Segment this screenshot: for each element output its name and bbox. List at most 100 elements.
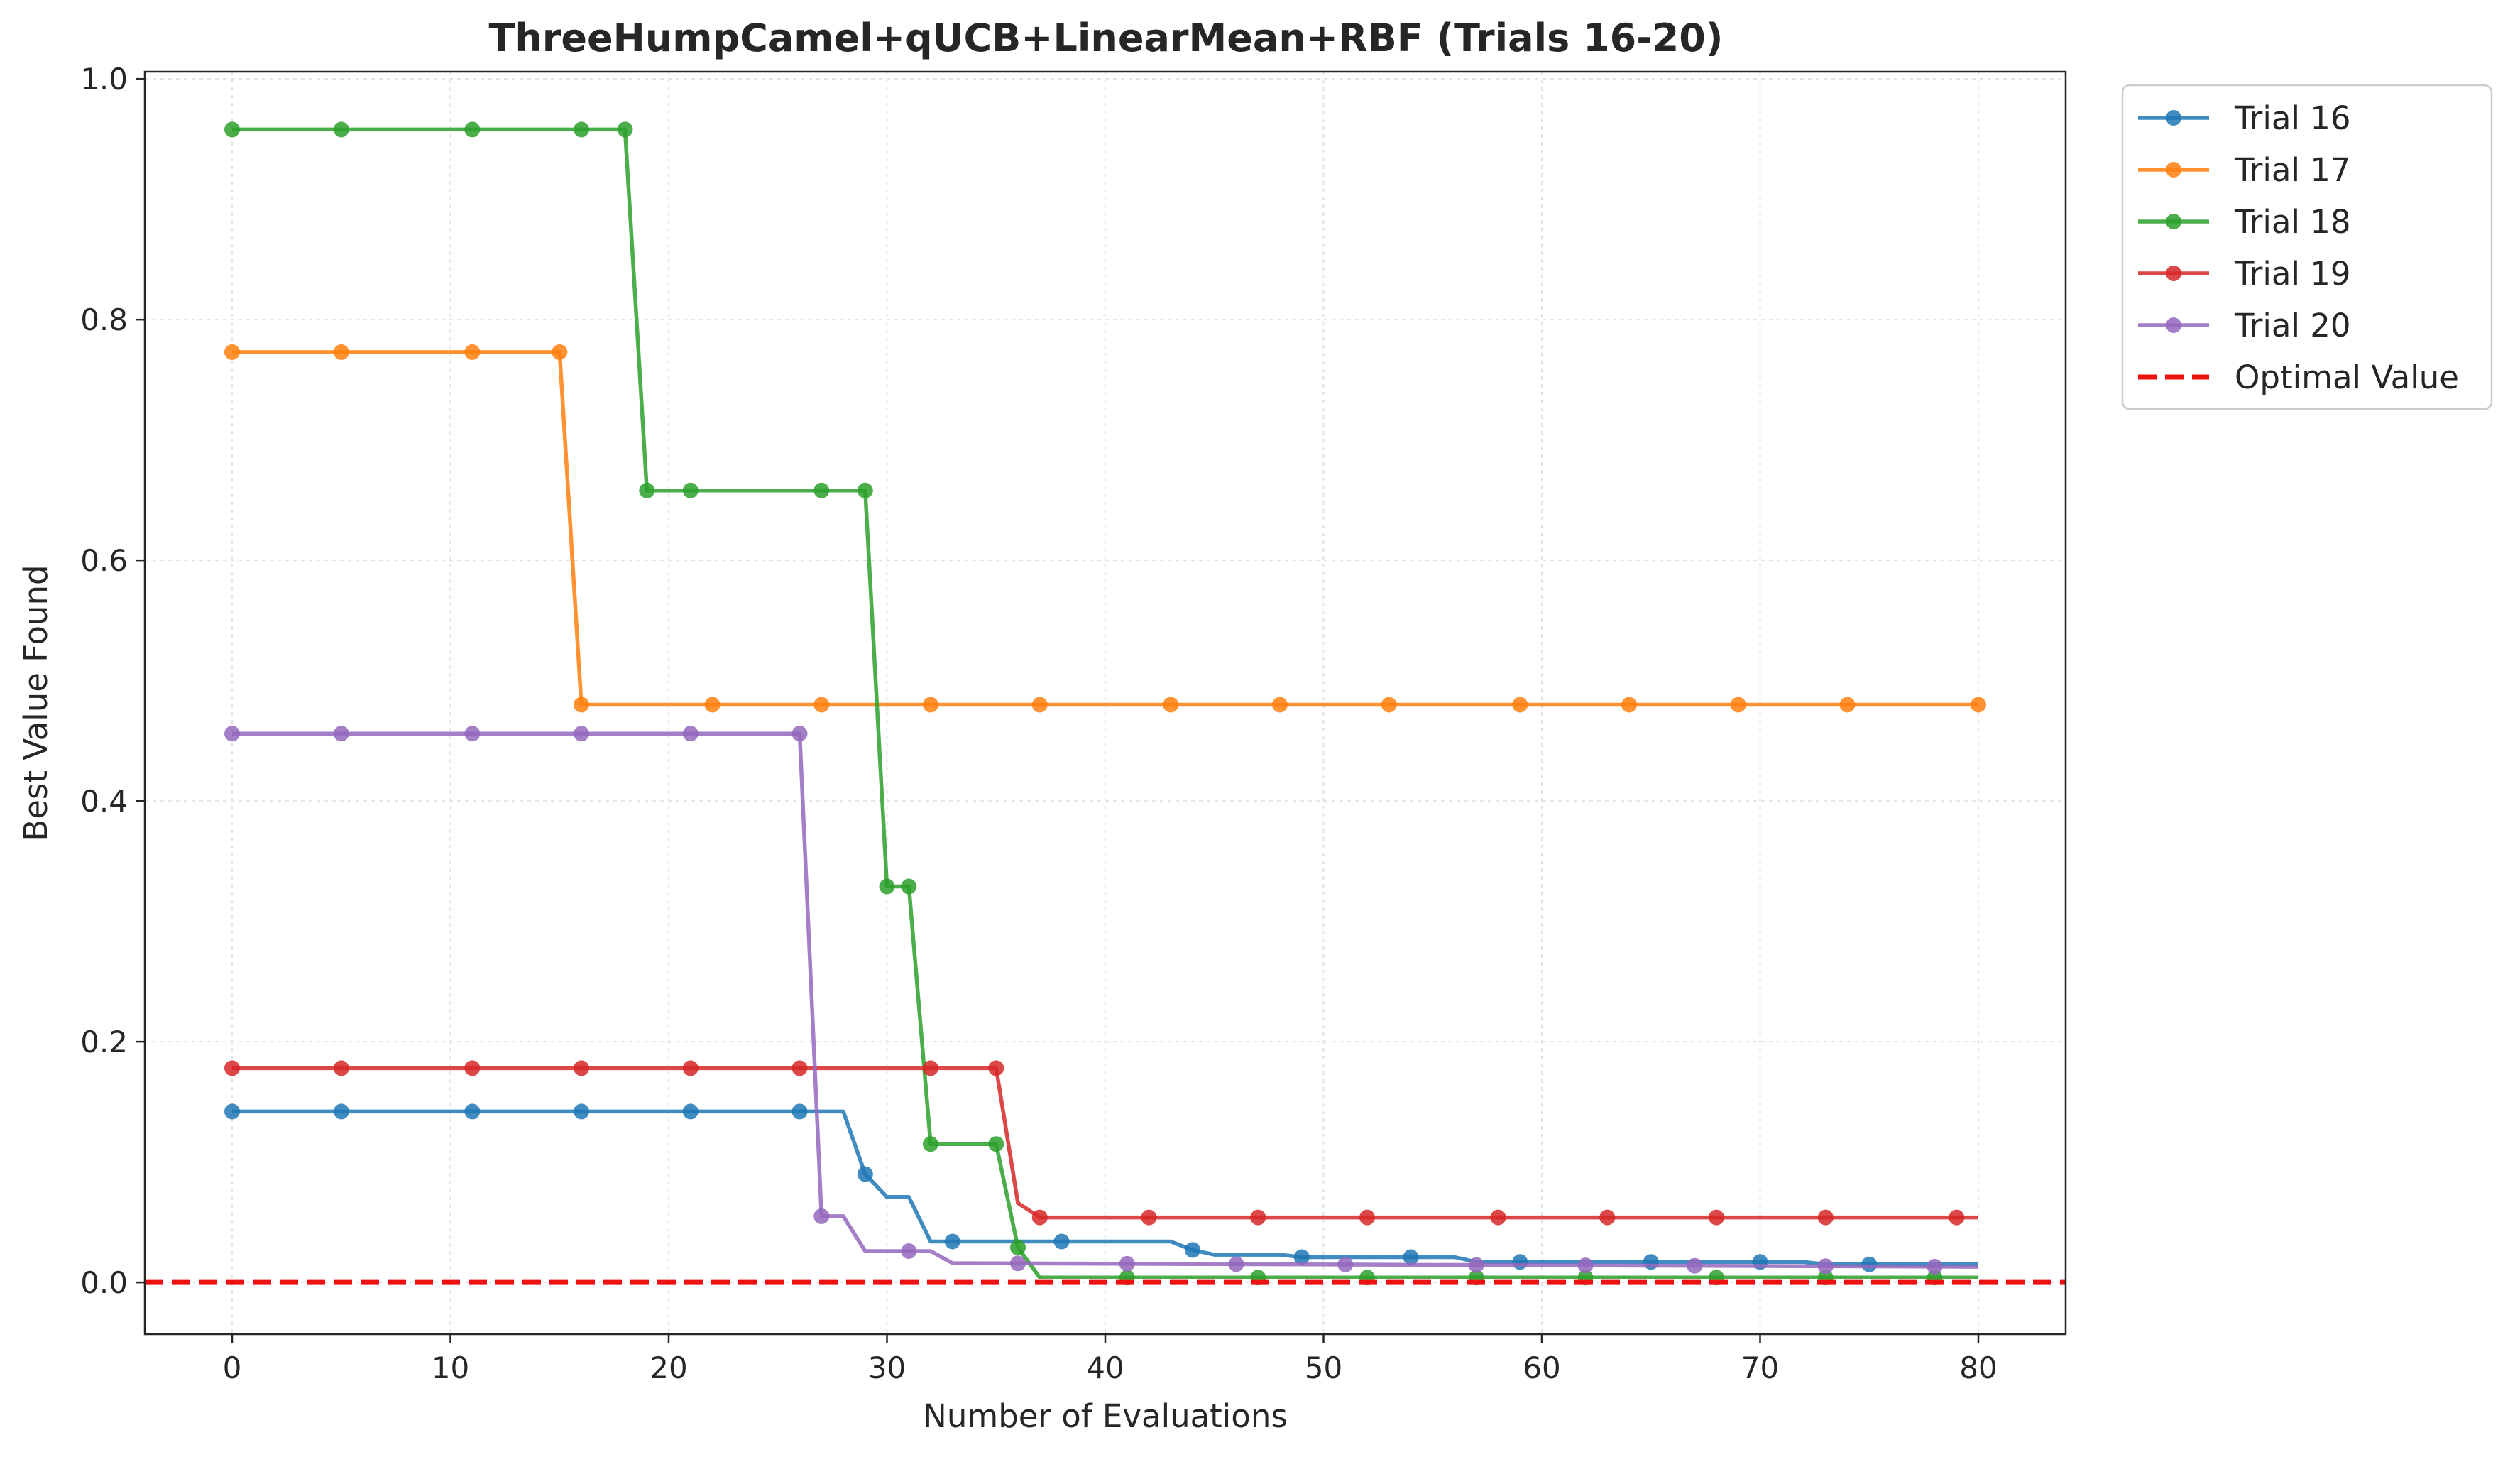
data-point bbox=[1337, 1256, 1354, 1272]
legend-item: Optimal Value bbox=[2138, 359, 2459, 396]
x-tick-label: 40 bbox=[1086, 1350, 1124, 1385]
data-point bbox=[1512, 1254, 1528, 1270]
legend-label: Trial 20 bbox=[2234, 307, 2351, 344]
legend-label: Optimal Value bbox=[2235, 359, 2459, 396]
data-point bbox=[333, 344, 349, 360]
y-tick-label: 0.0 bbox=[80, 1265, 128, 1300]
legend-item: Trial 16 bbox=[2138, 99, 2351, 137]
x-tick-label: 30 bbox=[868, 1350, 906, 1385]
data-point bbox=[813, 1208, 830, 1224]
y-axis-ticks: 0.0 0.2 0.4 0.6 0.8 1.0 bbox=[80, 62, 145, 1300]
x-tick-label: 0 bbox=[223, 1350, 242, 1385]
legend-item: Trial 20 bbox=[2138, 307, 2351, 344]
x-tick-label: 70 bbox=[1741, 1350, 1779, 1385]
x-tick-label: 10 bbox=[432, 1350, 469, 1385]
data-point bbox=[704, 697, 721, 713]
data-point bbox=[1403, 1249, 1419, 1265]
legend-item: Trial 19 bbox=[2138, 255, 2351, 293]
data-point bbox=[791, 1103, 808, 1120]
series-5 bbox=[224, 726, 1979, 1275]
data-point bbox=[1512, 697, 1528, 713]
data-point bbox=[574, 726, 589, 742]
data-point bbox=[944, 1233, 960, 1250]
data-point bbox=[574, 121, 589, 138]
data-point bbox=[574, 1060, 589, 1076]
data-point bbox=[464, 726, 481, 742]
y-axis-label: Best Value Found bbox=[17, 564, 55, 841]
legend-marker bbox=[2166, 317, 2181, 333]
series-line bbox=[232, 1109, 1978, 1267]
data-point bbox=[224, 121, 240, 138]
x-tick-label: 80 bbox=[1959, 1350, 1997, 1385]
data-point bbox=[1272, 697, 1288, 713]
data-point bbox=[1687, 1257, 1703, 1274]
data-point bbox=[813, 697, 830, 713]
series-line bbox=[232, 1066, 1978, 1220]
grid bbox=[145, 72, 2066, 1334]
data-point bbox=[682, 726, 699, 742]
data-point bbox=[791, 1060, 808, 1076]
data-point bbox=[682, 482, 699, 498]
legend: Trial 16 Trial 17 Trial 18 Trial 19 Trial 20… bbox=[2121, 84, 2493, 410]
data-point bbox=[1817, 1209, 1834, 1226]
series-1 bbox=[224, 1103, 1978, 1272]
data-point bbox=[1141, 1209, 1157, 1226]
data-point bbox=[1709, 1209, 1724, 1226]
data-point bbox=[333, 726, 349, 742]
data-point bbox=[617, 121, 633, 138]
data-point bbox=[923, 1060, 938, 1076]
data-point bbox=[1490, 1209, 1506, 1226]
data-point bbox=[333, 1060, 349, 1076]
data-point bbox=[1031, 1209, 1048, 1226]
data-point bbox=[1119, 1255, 1135, 1272]
data-point bbox=[923, 697, 938, 713]
legend-marker bbox=[2166, 110, 2181, 126]
data-point bbox=[857, 482, 873, 498]
legend-item: Trial 18 bbox=[2138, 203, 2351, 241]
series-4 bbox=[224, 1060, 1978, 1226]
data-point bbox=[1621, 697, 1637, 713]
series-line bbox=[232, 731, 1979, 1269]
data-point bbox=[224, 1060, 240, 1076]
data-point bbox=[1577, 1257, 1594, 1274]
data-point bbox=[857, 1166, 873, 1182]
data-point bbox=[464, 344, 481, 360]
data-point bbox=[813, 482, 830, 498]
data-point bbox=[552, 344, 568, 360]
data-point bbox=[333, 1103, 349, 1120]
data-point bbox=[1031, 697, 1048, 713]
legend-label: Trial 18 bbox=[2234, 203, 2351, 241]
data-point bbox=[1163, 697, 1179, 713]
data-point bbox=[1468, 1257, 1484, 1273]
data-point bbox=[1010, 1255, 1026, 1272]
y-tick-label: 0.8 bbox=[80, 302, 128, 337]
data-point bbox=[1839, 697, 1856, 713]
data-point bbox=[224, 1103, 240, 1120]
x-axis-ticks: 0 10 20 30 40 50 60 70 80 bbox=[223, 1334, 1998, 1385]
data-point bbox=[464, 121, 481, 138]
legend-marker bbox=[2166, 214, 2181, 229]
y-tick-label: 1.0 bbox=[80, 62, 128, 97]
x-tick-label: 60 bbox=[1523, 1350, 1560, 1385]
legend-label: Trial 19 bbox=[2234, 255, 2351, 293]
data-point bbox=[224, 344, 240, 360]
data-point bbox=[639, 482, 655, 498]
data-point bbox=[1817, 1258, 1834, 1275]
data-point bbox=[1359, 1209, 1375, 1226]
data-point bbox=[923, 1136, 938, 1152]
data-point bbox=[682, 1060, 699, 1076]
data-point bbox=[1293, 1249, 1310, 1265]
data-point bbox=[464, 1103, 481, 1120]
y-tick-label: 0.2 bbox=[80, 1025, 128, 1059]
data-point bbox=[574, 697, 589, 713]
data-point bbox=[1730, 697, 1746, 713]
series-layer bbox=[224, 121, 1986, 1286]
data-point bbox=[791, 726, 808, 742]
data-point bbox=[1228, 1256, 1244, 1272]
legend-item: Trial 17 bbox=[2138, 151, 2351, 189]
data-point bbox=[1185, 1242, 1200, 1258]
data-point bbox=[333, 121, 349, 138]
legend-label: Trial 17 bbox=[2234, 151, 2351, 189]
data-point bbox=[1010, 1240, 1026, 1255]
x-axis-label: Number of Evaluations bbox=[923, 1397, 1288, 1435]
